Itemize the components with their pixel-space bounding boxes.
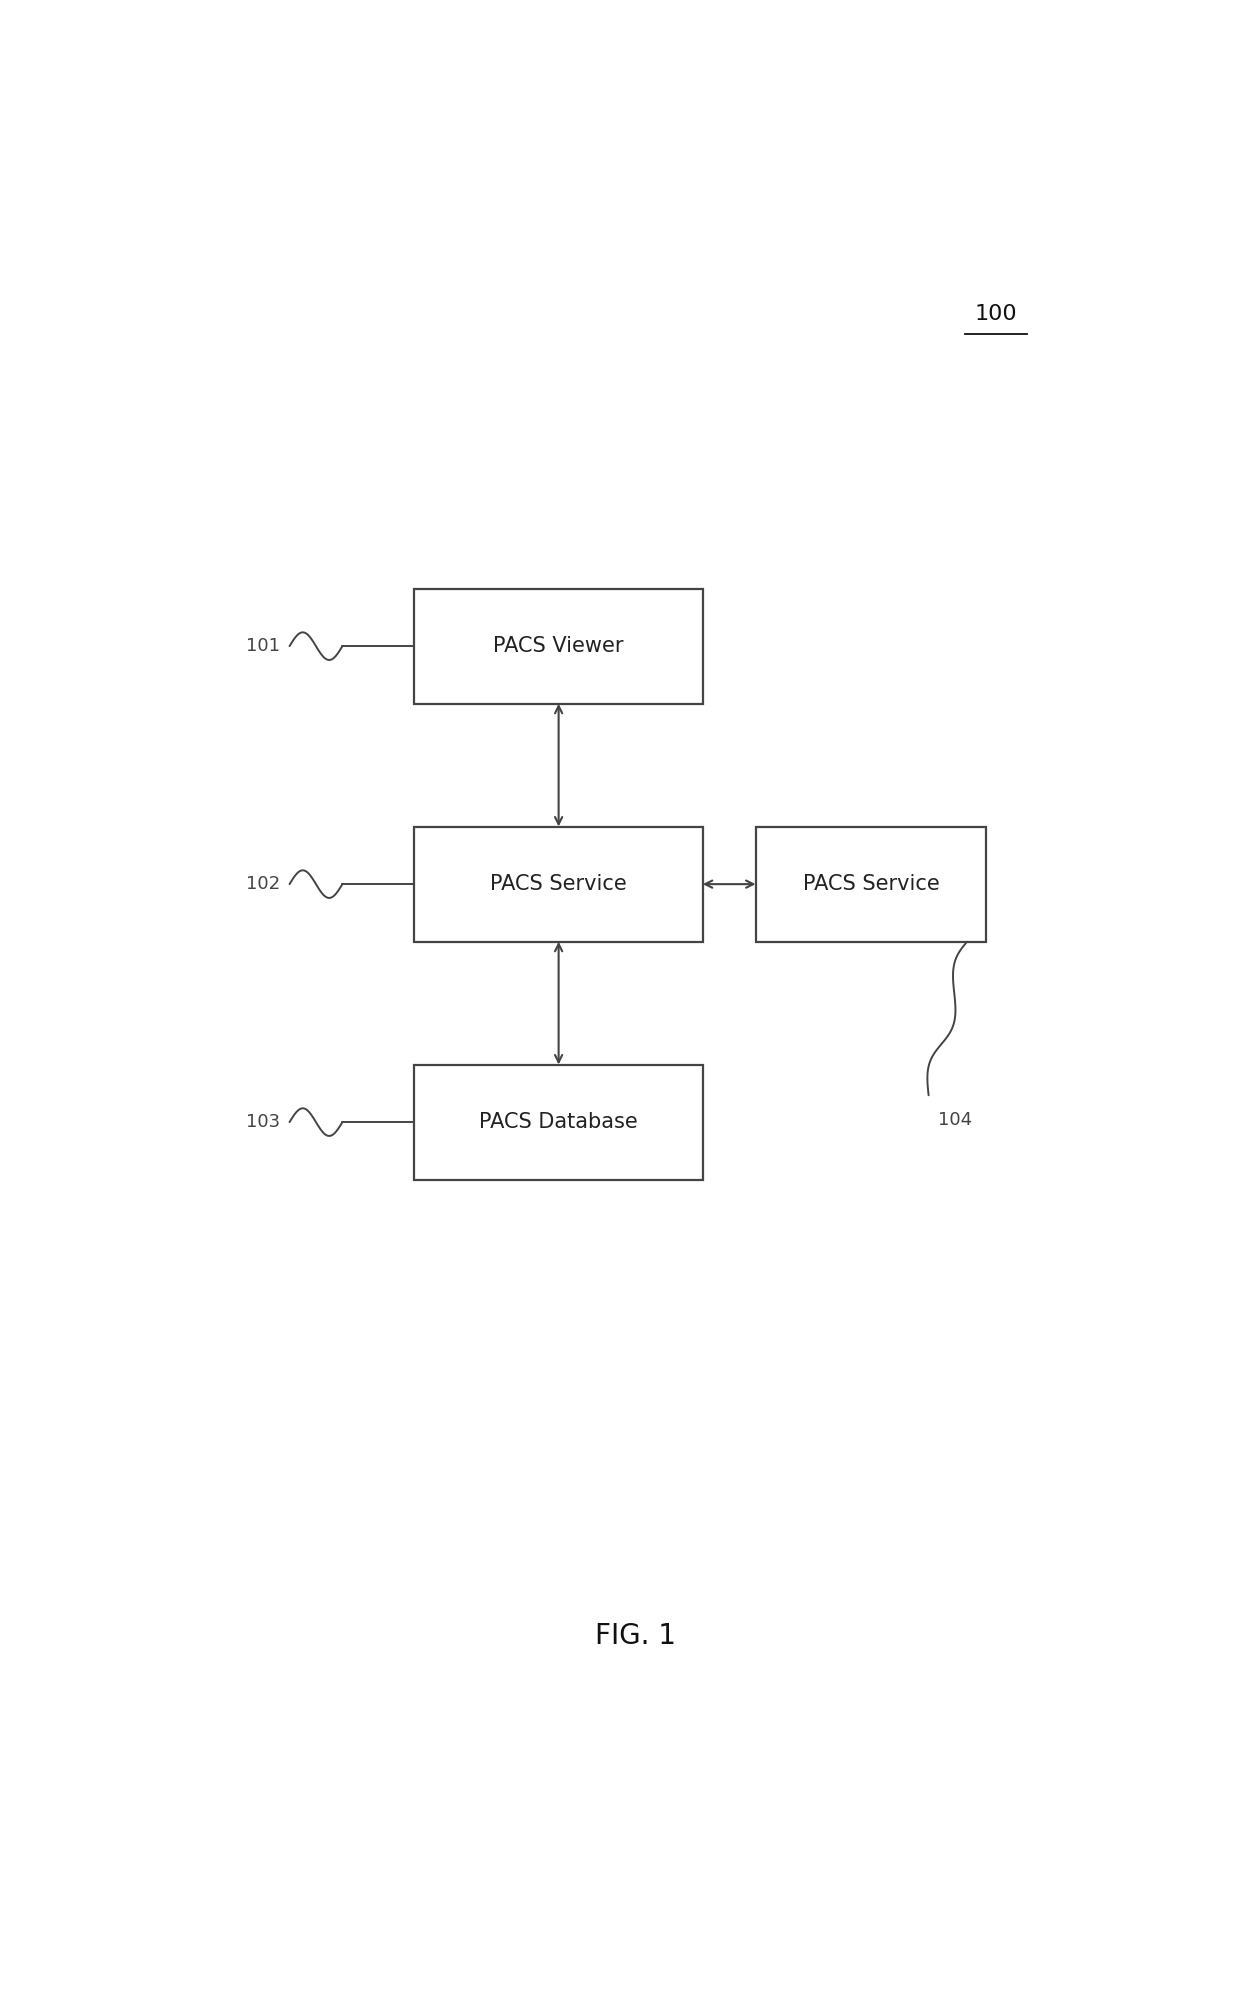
Text: PACS Service: PACS Service xyxy=(490,873,627,893)
Text: PACS Database: PACS Database xyxy=(479,1113,639,1133)
Text: 101: 101 xyxy=(246,638,280,656)
FancyArrowPatch shape xyxy=(556,706,562,824)
Text: 104: 104 xyxy=(939,1111,972,1129)
Bar xyxy=(414,588,703,704)
Text: 103: 103 xyxy=(246,1113,280,1131)
FancyArrowPatch shape xyxy=(556,943,562,1063)
Text: FIG. 1: FIG. 1 xyxy=(595,1623,676,1651)
Text: 102: 102 xyxy=(246,875,280,893)
Text: 100: 100 xyxy=(975,303,1017,323)
Bar xyxy=(414,828,703,941)
Bar xyxy=(755,828,986,941)
Text: PACS Service: PACS Service xyxy=(802,873,940,893)
FancyArrowPatch shape xyxy=(706,881,753,887)
Bar xyxy=(414,1065,703,1180)
Text: PACS Viewer: PACS Viewer xyxy=(494,636,624,656)
